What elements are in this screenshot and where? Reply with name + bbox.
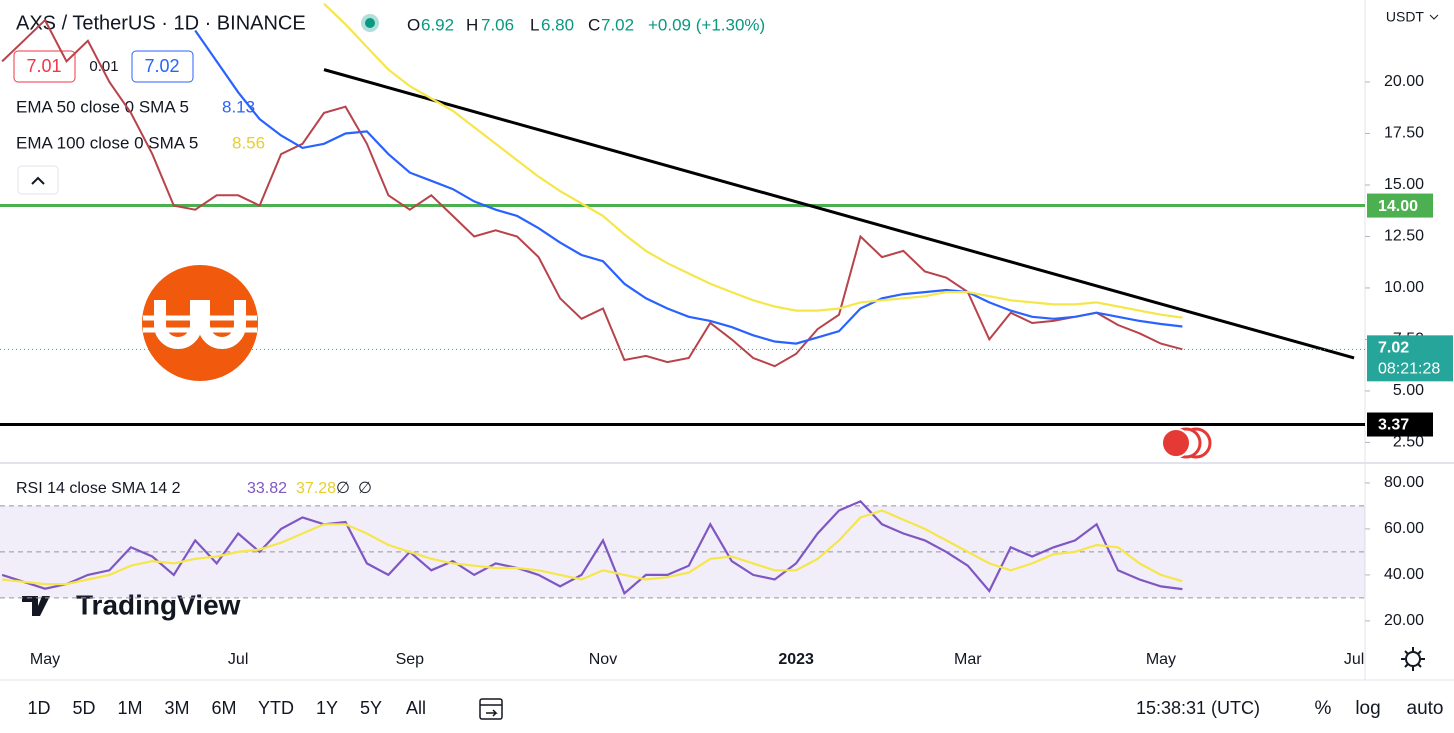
timeframe-button[interactable]: 6M: [211, 698, 236, 718]
auto-toggle[interactable]: auto: [1407, 698, 1444, 719]
rsi-extra: ∅: [358, 480, 372, 497]
ohlc-label: O: [407, 15, 420, 34]
clock[interactable]: 15:38:31 (UTC): [1136, 698, 1260, 718]
rsi-sma-value: 37.28: [296, 480, 336, 497]
y-tick-label: 17.50: [1384, 125, 1424, 142]
x-tick-label: Jul: [1344, 651, 1364, 668]
y-tick-label: 10.00: [1384, 279, 1424, 296]
countdown: 08:21:28: [1378, 361, 1440, 378]
level-tag: [1367, 193, 1433, 218]
timeframe-button[interactable]: 5D: [72, 698, 95, 718]
x-tick-label: May: [30, 651, 60, 668]
flag-icons: [1161, 427, 1212, 459]
price-tag: [1367, 335, 1453, 382]
currency[interactable]: USDT: [1386, 9, 1425, 25]
change: +0.09 (+1.30%): [648, 15, 765, 34]
level-tag-label: 14.00: [1378, 198, 1418, 215]
bid-box[interactable]: [13, 50, 76, 83]
rsi-extra: ∅: [336, 480, 350, 497]
timeframe-button[interactable]: 3M: [164, 698, 189, 718]
ohlc-value: 6.80: [541, 15, 574, 34]
collapse-button[interactable]: [17, 165, 59, 195]
calendar-icon[interactable]: [479, 698, 503, 720]
axs-logo: [142, 265, 258, 381]
y-tick-label: 20.00: [1384, 73, 1424, 90]
y-tick-label: 15.00: [1384, 176, 1424, 193]
legend-entry: EMA 100 close 0 SMA 5: [16, 133, 198, 152]
legend-entry: EMA 50 close 0 SMA 5: [16, 97, 189, 116]
y-tick-label: 60.00: [1384, 520, 1424, 537]
legend-value: 8.56: [232, 133, 265, 152]
x-tick-label: Sep: [396, 651, 425, 668]
status-dot: [365, 18, 375, 28]
ask: 7.02: [144, 56, 179, 76]
rsi-legend: RSI 14 close SMA 14 2: [16, 480, 181, 497]
x-tick-label: 2023: [778, 651, 814, 668]
timeframe-button[interactable]: All: [406, 698, 426, 718]
ohlc-value: 7.06: [481, 15, 514, 34]
ask-box[interactable]: [131, 50, 194, 83]
ohlc-label: L: [530, 15, 539, 34]
settings-icon[interactable]: [1401, 647, 1425, 671]
ohlc-label: H: [466, 15, 478, 34]
y-tick-label: 80.00: [1384, 474, 1424, 491]
timeframe-button[interactable]: 1M: [117, 698, 142, 718]
symbol-title: AXS / TetherUS · 1D · BINANCE: [16, 12, 306, 34]
y-tick-label: 40.00: [1384, 566, 1424, 583]
x-tick-label: Nov: [589, 651, 617, 668]
x-tick-label: May: [1146, 651, 1176, 668]
trendline: [323, 68, 1355, 360]
percent-toggle[interactable]: %: [1315, 698, 1332, 719]
series-line: [1, 509, 1183, 586]
watermark-text: TradingView: [76, 589, 241, 620]
currency-arrow: [1429, 14, 1439, 20]
watermark: TradingView: [22, 589, 241, 620]
timeframe-button[interactable]: 1D: [27, 698, 50, 718]
y-tick-label: 5.00: [1393, 382, 1424, 399]
series-line: [323, 2, 1183, 319]
ohlc-value: 6.92: [421, 15, 454, 34]
series-line: [1, 18, 1183, 368]
x-tick-label: Mar: [954, 651, 982, 668]
y-tick-label: 12.50: [1384, 228, 1424, 245]
x-tick-label: Jul: [228, 651, 248, 668]
rsi-value: 33.82: [247, 480, 287, 497]
series-line: [1, 499, 1183, 596]
level-tag-label: 3.37: [1378, 417, 1409, 434]
series-line: [194, 29, 1183, 345]
price-tag-value: 7.02: [1378, 340, 1409, 357]
timeframe-button[interactable]: YTD: [258, 698, 294, 718]
timeframe-button[interactable]: 1Y: [316, 698, 338, 718]
y-tick-label: 2.50: [1393, 434, 1424, 451]
y-tick-label: 20.00: [1384, 612, 1424, 629]
log-toggle[interactable]: log: [1355, 698, 1380, 719]
level-tag: [1367, 412, 1433, 437]
bid: 7.01: [26, 56, 61, 76]
spread: 0.01: [89, 58, 118, 75]
collapse-icon: [31, 176, 45, 185]
ohlc-label: C: [588, 15, 600, 34]
ohlc-value: 7.02: [601, 15, 634, 34]
timeframe-button[interactable]: 5Y: [360, 698, 382, 718]
